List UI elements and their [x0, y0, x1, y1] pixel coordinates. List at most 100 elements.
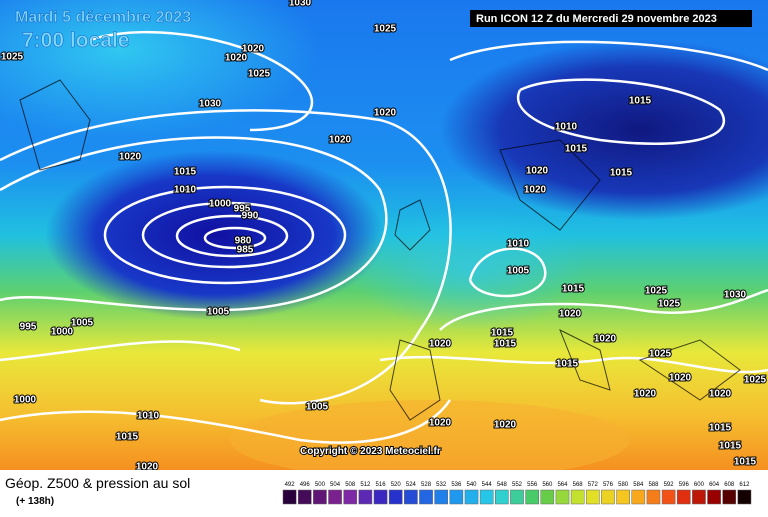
scale-swatch [646, 489, 661, 505]
scale-label: 556 [527, 482, 538, 488]
scale-label: 492 [285, 482, 296, 488]
scale-swatch [358, 489, 373, 505]
footer-lead: (+ 138h) [16, 496, 54, 507]
isobar-label: 1020 [669, 373, 692, 384]
isobar-label: 1020 [329, 135, 352, 146]
scale-label: 576 [603, 482, 614, 488]
scale-swatch [676, 489, 691, 505]
scale-label: 524 [406, 482, 417, 488]
isobar-label: 1020 [225, 53, 248, 64]
isobar-label: 1015 [174, 167, 197, 178]
isobar-label: 1025 [744, 375, 767, 386]
scale-swatch [328, 489, 342, 505]
isobar-label: 1020 [526, 166, 549, 177]
isobar-label: 1005 [507, 266, 530, 277]
scale-swatch [388, 489, 403, 505]
isobar-label: 1015 [494, 339, 517, 350]
isobar-label: 1020 [429, 418, 452, 429]
isobar-label: 1030 [199, 99, 222, 110]
isobar-label: 1010 [137, 411, 160, 422]
scale-label: 612 [739, 482, 750, 488]
map-area: 1030102510201020102510251030102010201020… [0, 0, 768, 480]
scale-label: 564 [557, 482, 568, 488]
footer-title: Géop. Z500 & pression au sol [5, 475, 190, 491]
isobar-label: 1020 [709, 389, 732, 400]
scale-label: 548 [497, 482, 508, 488]
isobar-label: 1020 [559, 309, 582, 320]
scale-label: 540 [467, 482, 478, 488]
scale-swatch [434, 489, 449, 505]
scale-label: 608 [724, 482, 735, 488]
isobar-label: 1000 [209, 199, 232, 210]
isobar-label: 1020 [634, 389, 657, 400]
scale-swatch [570, 489, 585, 505]
isobar-label: 980 [235, 236, 252, 247]
isobar-label: 1005 [306, 402, 329, 413]
isobar-label: 1015 [734, 457, 757, 468]
isobar-label: 1020 [119, 152, 142, 163]
scale-swatch [510, 489, 524, 505]
scale-swatch [525, 489, 539, 505]
scale-label: 516 [376, 482, 387, 488]
isobar-label: 1025 [1, 52, 24, 63]
scale-label: 588 [648, 482, 659, 488]
scale-swatch [661, 489, 676, 505]
scale-label: 552 [512, 482, 523, 488]
isobar-label: 1015 [556, 359, 579, 370]
isobar-label: 1000 [14, 395, 37, 406]
isobar-label: 1020 [594, 334, 617, 345]
scale-swatch [585, 489, 600, 505]
isobar-label: 995 [20, 322, 37, 333]
scale-swatch [343, 489, 358, 505]
isobar-label: 1015 [116, 432, 139, 443]
isobar-label: 1015 [565, 144, 588, 155]
scale-label: 528 [421, 482, 432, 488]
isobar-label: 1020 [242, 44, 265, 55]
isobar-label: 1010 [555, 122, 578, 133]
scale-swatch [297, 489, 312, 505]
scale-swatch [737, 489, 752, 505]
isobar-label: 1010 [507, 239, 530, 250]
scale-label: 504 [330, 482, 341, 488]
isobar-label: 1010 [174, 185, 197, 196]
isobar-label: 1015 [610, 168, 633, 179]
scale-label: 560 [542, 482, 553, 488]
isobar-label: 1020 [494, 420, 517, 431]
isobar-label: 1000 [51, 327, 74, 338]
scale-swatch [373, 489, 388, 505]
isobar-label: 1015 [629, 96, 652, 107]
scale-label: 508 [345, 482, 356, 488]
isobar-label: 985 [237, 245, 254, 256]
isobar-label: 1015 [562, 284, 585, 295]
isobar-label: 990 [242, 211, 259, 222]
map-date: Mardi 5 décembre 2023 [15, 9, 191, 26]
isobar-label: 1025 [645, 286, 668, 297]
scale-label: 544 [482, 482, 493, 488]
scale-swatch [631, 489, 646, 505]
scale-label: 512 [360, 482, 371, 488]
scale-label: 568 [573, 482, 584, 488]
isobar-label: 1020 [374, 108, 397, 119]
scale-label: 596 [679, 482, 690, 488]
scale-swatch [616, 489, 630, 505]
scale-swatch [282, 489, 297, 505]
scale-label: 600 [694, 482, 705, 488]
isobar-label: 995 [234, 204, 251, 215]
map-time: 7:00 locale [22, 29, 129, 52]
scale-swatch [495, 489, 509, 505]
scale-swatch [449, 489, 464, 505]
isobar-label: 1005 [207, 307, 230, 318]
scale-label: 536 [451, 482, 462, 488]
scale-swatch [479, 489, 494, 505]
isobar-label: 1015 [709, 423, 732, 434]
scale-swatch [464, 489, 479, 505]
scale-label: 604 [709, 482, 720, 488]
scale-label: 584 [633, 482, 644, 488]
scale-label: 496 [300, 482, 311, 488]
isobar-label: 1030 [724, 290, 747, 301]
isobar-label: 1015 [719, 441, 742, 452]
scale-label: 500 [315, 482, 326, 488]
scale-swatch [692, 489, 706, 505]
scale-swatch [707, 489, 721, 505]
